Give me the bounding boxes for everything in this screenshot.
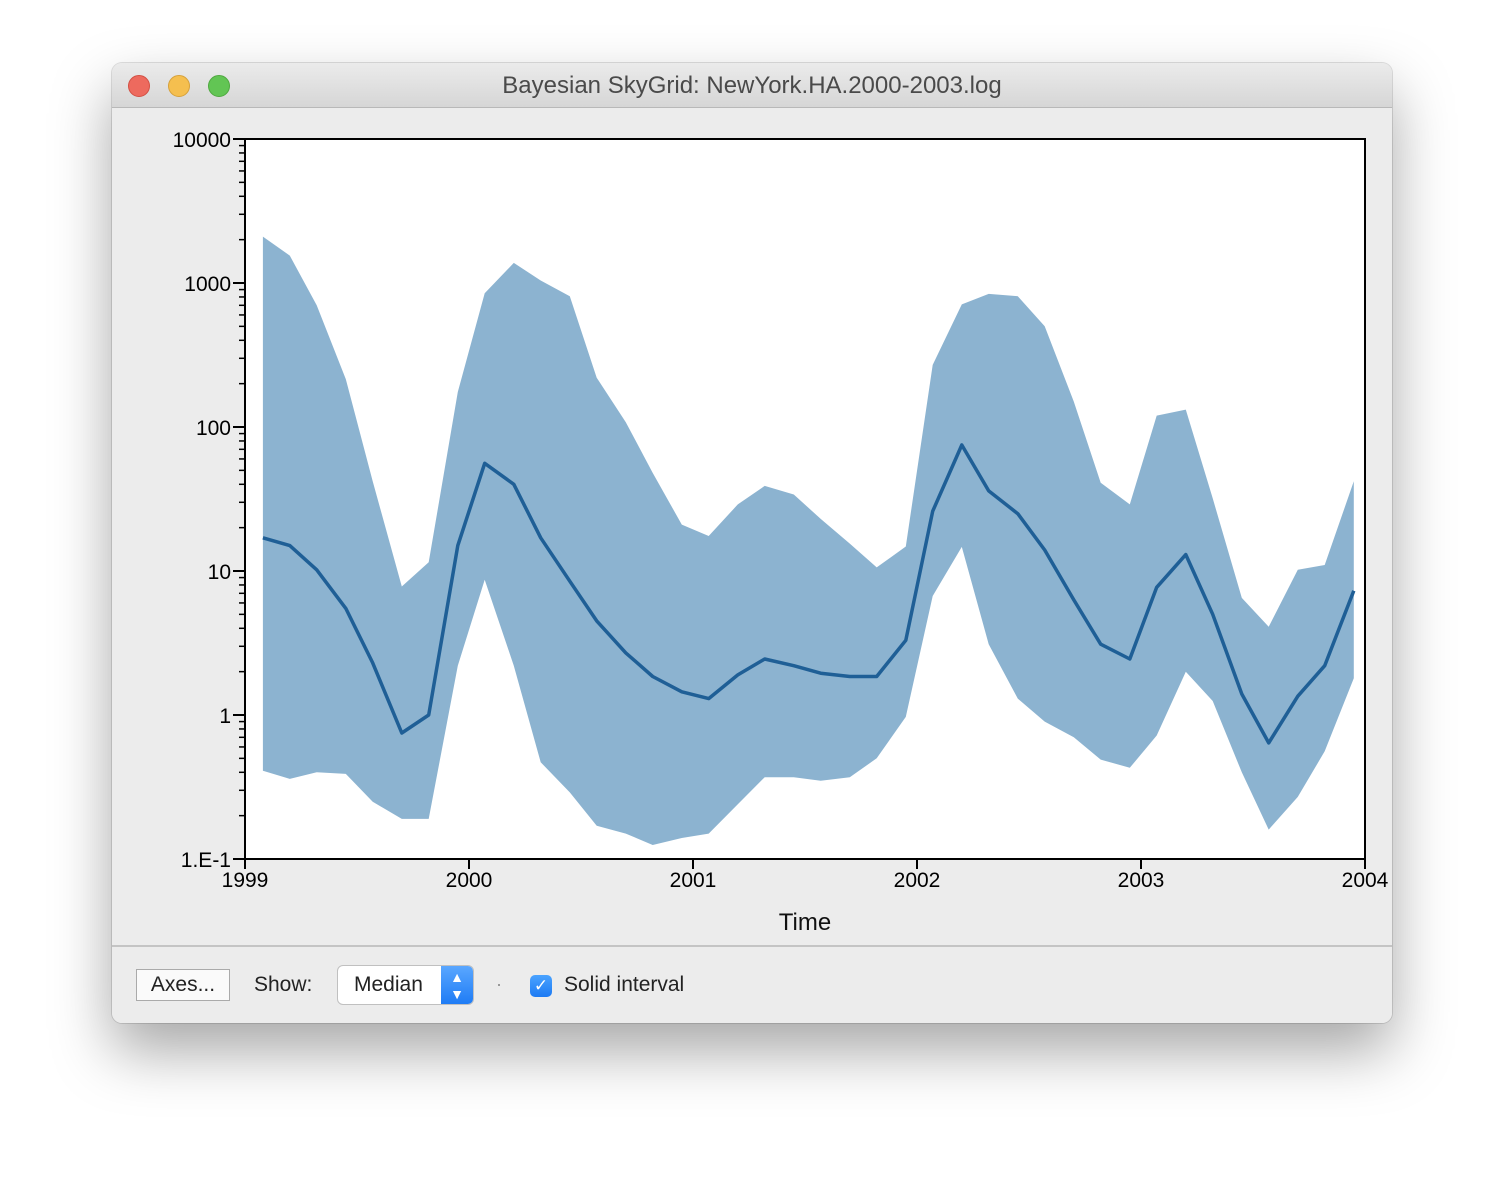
skygrid-chart: 1.E-1 1 10 100 1000 10000 1999 2000 2001 2002 2003… [173,129,1389,936]
title-bar: Bayesian SkyGrid: NewYork.HA.2000-2003.l… [112,63,1392,108]
control-bar: Axes... Show: Median ▲ ▼ ✓ Solid interval [112,947,1392,1023]
y-tick-label: 10000 [173,129,231,152]
y-tick-label: 100 [196,417,231,440]
solid-interval-label[interactable]: Solid interval [564,973,685,996]
median-line [262,443,1356,745]
y-tick-label: 10 [208,561,231,584]
select-updown-icon: ▲ ▼ [441,966,473,1004]
y-tick-label: 1 [219,705,231,728]
separator-dot [498,984,500,986]
zoom-window-icon[interactable] [208,75,230,97]
interval-band [262,236,1354,846]
minimize-window-icon[interactable] [168,75,190,97]
plot-frame [244,138,1366,860]
x-tick-label: 1999 [222,869,269,892]
y-tick-label: 1000 [184,273,231,296]
chart-panel: 1.E-1 1 10 100 1000 10000 1999 2000 2001 2002 2003… [112,108,1392,945]
panel-divider [112,945,1392,947]
x-tick-label: 2003 [1118,869,1165,892]
app-window: Bayesian SkyGrid: NewYork.HA.2000-2003.l… [112,63,1392,1023]
x-tick-label: 2000 [446,869,493,892]
x-tick-label: 2001 [670,869,717,892]
show-label: Show: [254,973,313,996]
show-select[interactable]: Median ▲ ▼ [337,965,474,1005]
x-tick-label: 2002 [894,869,941,892]
solid-interval-checkbox[interactable]: ✓ [530,975,552,997]
close-window-icon[interactable] [128,75,150,97]
x-tick-label: 2004 [1342,869,1389,892]
axes-button[interactable]: Axes... [136,969,230,1001]
y-tick-label: 1.E-1 [181,849,231,872]
show-select-value: Median [354,973,423,996]
x-axis-label: Time [779,909,831,936]
window-title: Bayesian SkyGrid: NewYork.HA.2000-2003.l… [502,72,1002,99]
